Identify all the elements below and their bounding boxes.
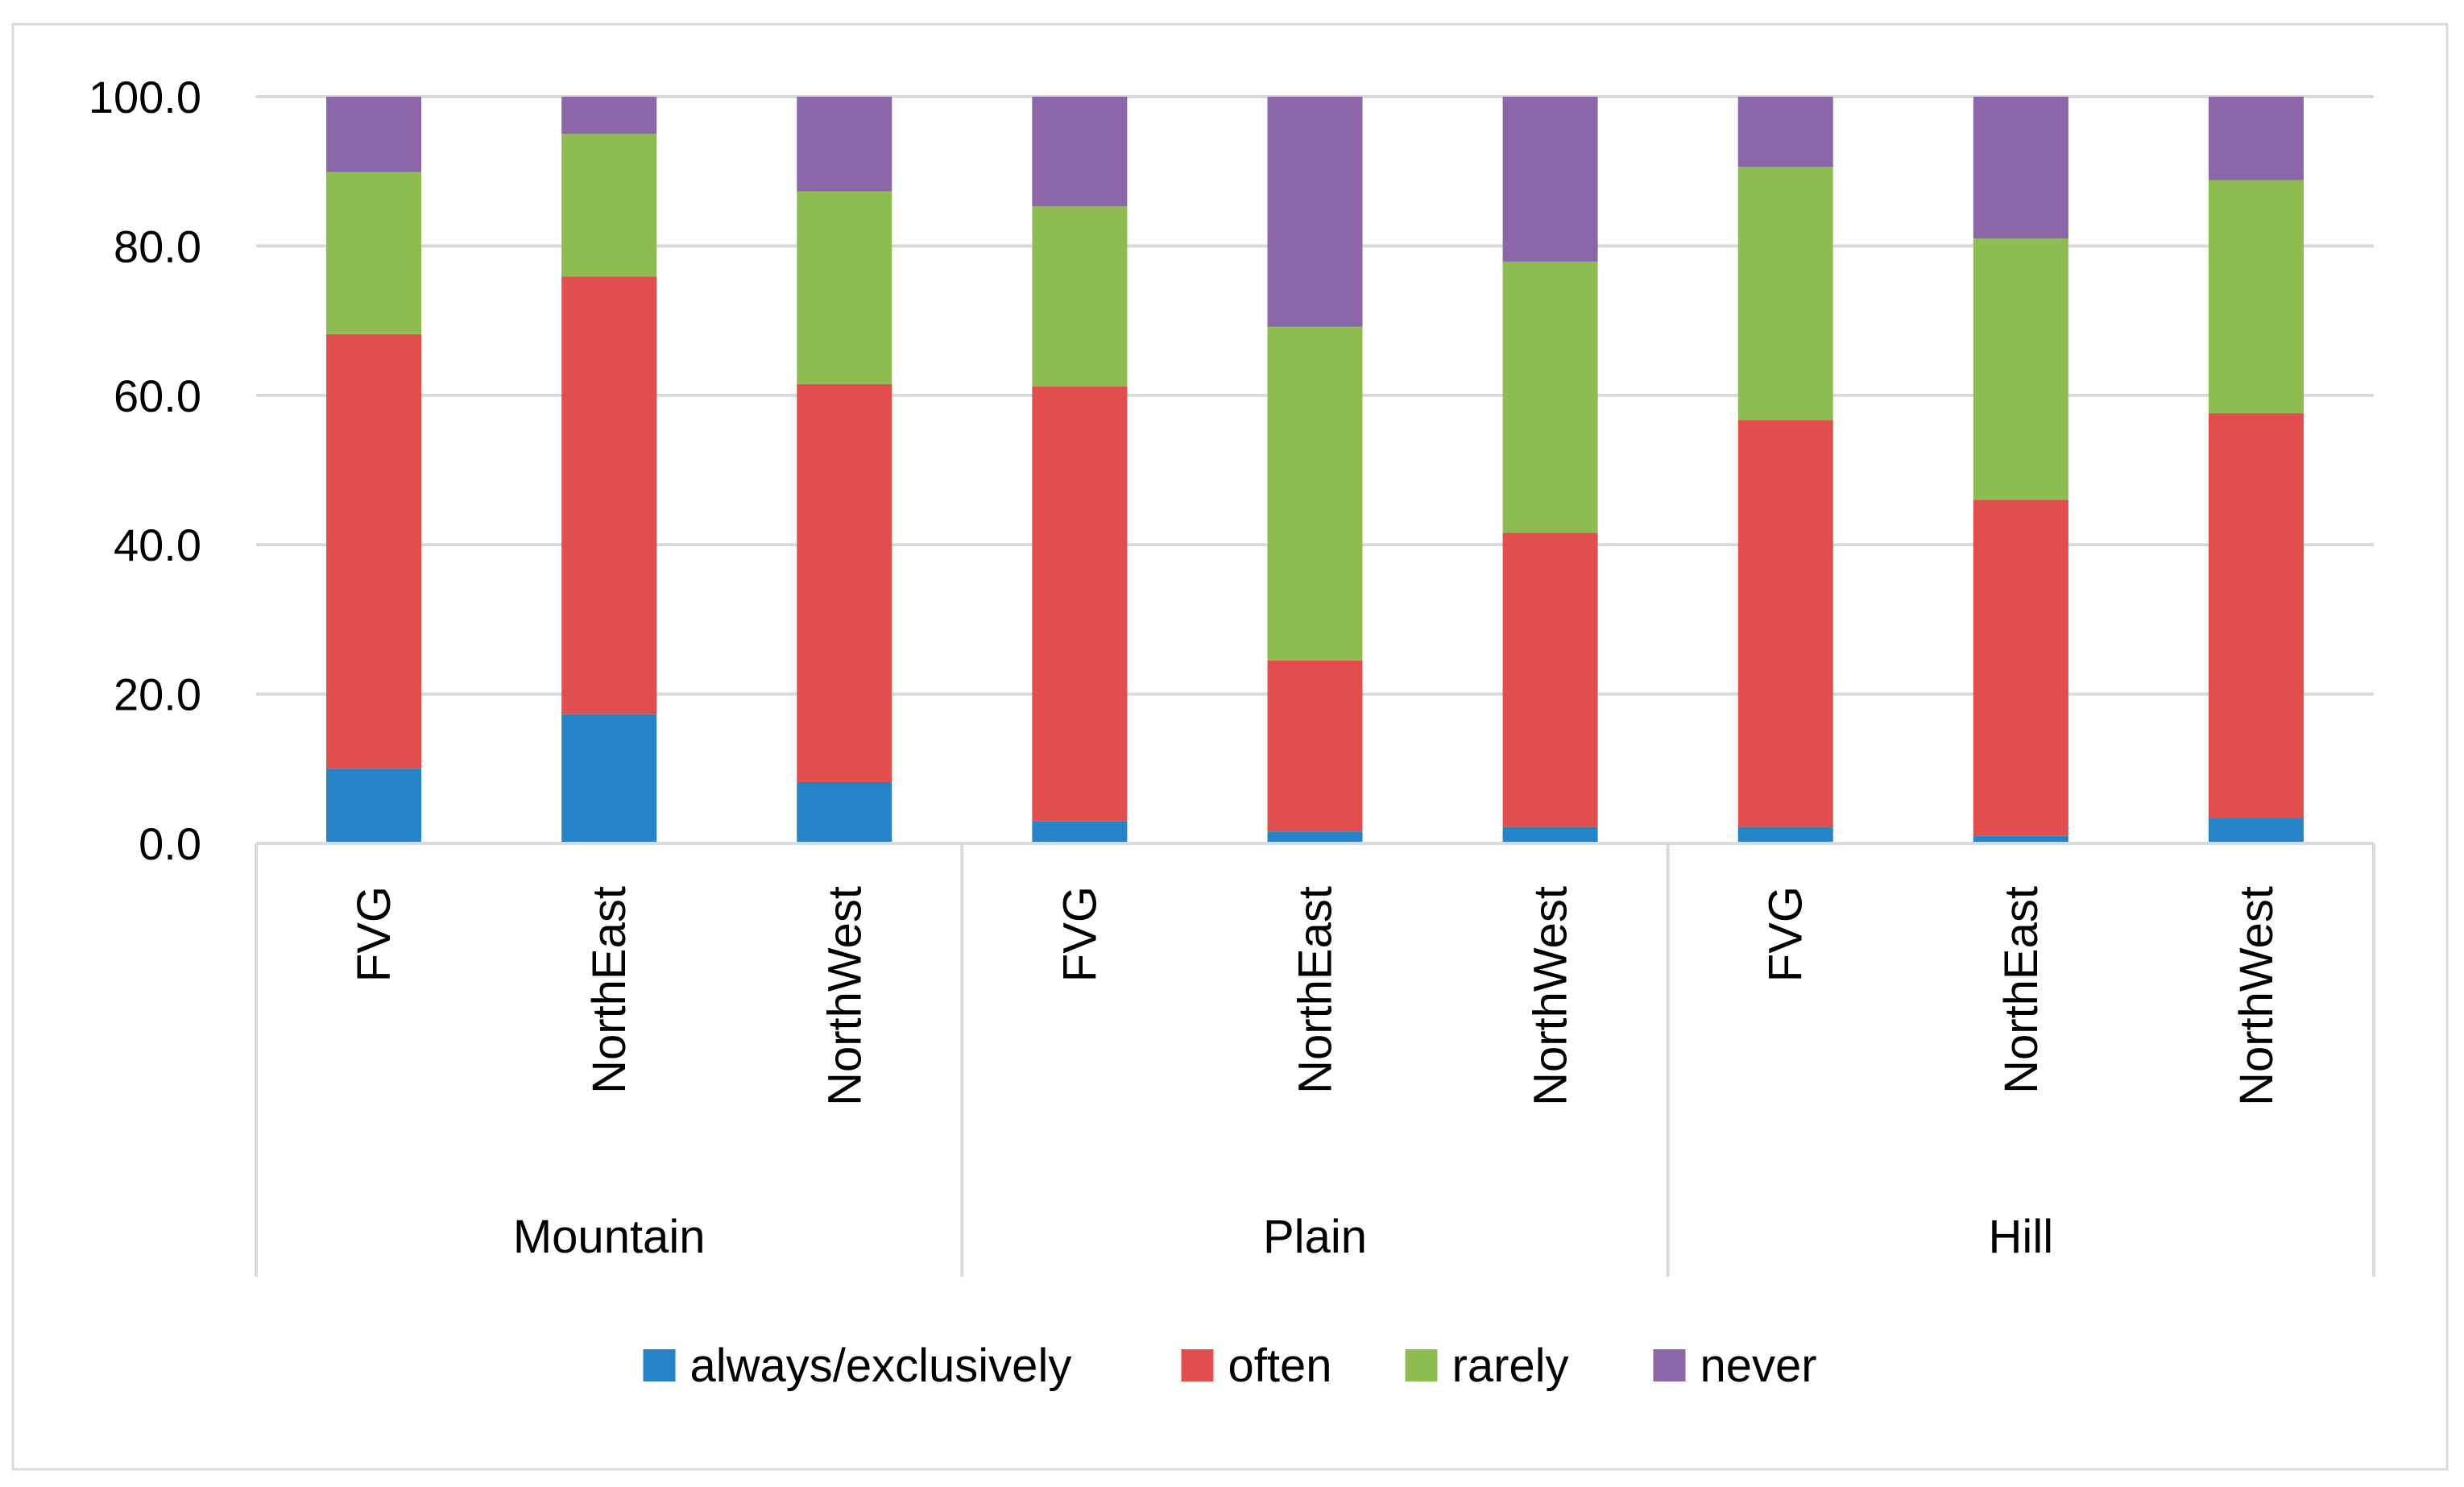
bar-segment-often bbox=[1973, 499, 2069, 836]
bar-segment-often bbox=[1032, 386, 1128, 822]
bar-segment-often bbox=[797, 383, 892, 782]
x-category-label: NorthEast bbox=[1290, 886, 1342, 1094]
axes bbox=[255, 842, 2375, 1277]
bar-segment-often bbox=[2208, 413, 2304, 818]
bar-segment-rarely bbox=[1267, 326, 1363, 661]
bar-segment-always-exclusively bbox=[561, 714, 657, 843]
x-category-label: NorthWest bbox=[818, 886, 871, 1106]
bar-segment-often bbox=[1267, 660, 1363, 832]
x-category-label: FVG bbox=[1054, 886, 1106, 982]
bars bbox=[326, 97, 2304, 843]
x-category-label: NorthWest bbox=[2230, 886, 2283, 1106]
bar-segment-always-exclusively bbox=[797, 781, 892, 843]
x-group-label: Mountain bbox=[513, 1211, 706, 1263]
x-category-label: FVG bbox=[1760, 886, 1812, 982]
bar-segment-always-exclusively bbox=[1737, 826, 1833, 843]
y-tick-label: 60.0 bbox=[114, 371, 201, 421]
y-tick-label: 40.0 bbox=[114, 520, 201, 570]
x-group-label: Plain bbox=[1263, 1211, 1367, 1263]
axis-labels: 0.0 20.0 40.0 60.0 80.0 100.0 FVG NorthEast Nort… bbox=[89, 72, 2283, 1263]
legend-label: rarely bbox=[1452, 1340, 1569, 1392]
bar-segment-rarely bbox=[1032, 206, 1128, 387]
bar-segment-often bbox=[1502, 532, 1598, 827]
legend-swatch bbox=[1405, 1349, 1438, 1381]
bar-segment-never bbox=[1032, 97, 1128, 207]
legend-label: never bbox=[1700, 1340, 1817, 1392]
bar-segment-rarely bbox=[1973, 238, 2069, 500]
x-category-label: NorthEast bbox=[1995, 886, 2048, 1094]
legend-swatch bbox=[1181, 1349, 1214, 1381]
y-tick-label: 80.0 bbox=[114, 221, 201, 271]
x-category-label: FVG bbox=[348, 886, 400, 982]
bar-segment-often bbox=[561, 276, 657, 715]
bar-segment-always-exclusively bbox=[2208, 818, 2304, 843]
bar-segment-always-exclusively bbox=[1032, 821, 1128, 843]
bar-segment-always-exclusively bbox=[326, 768, 422, 843]
x-group-label: Hill bbox=[1989, 1211, 2054, 1263]
bar-segment-rarely bbox=[326, 172, 422, 334]
x-category-label: NorthEast bbox=[583, 886, 636, 1094]
bar-segment-always-exclusively bbox=[1502, 826, 1598, 843]
bar-segment-never bbox=[1502, 97, 1598, 262]
bar-segment-always-exclusively bbox=[1973, 835, 2069, 843]
legend-label: often bbox=[1228, 1340, 1332, 1392]
bar-segment-never bbox=[1973, 97, 2069, 239]
bar-segment-often bbox=[1737, 420, 1833, 827]
bar-segment-rarely bbox=[1737, 167, 1833, 420]
x-category-label: NorthWest bbox=[1525, 886, 1577, 1106]
bar-segment-always-exclusively bbox=[1267, 831, 1363, 843]
legend-swatch bbox=[1653, 1349, 1686, 1381]
legend-label: always/exclusively bbox=[690, 1340, 1072, 1392]
y-tick-label: 100.0 bbox=[89, 72, 201, 122]
bar-segment-rarely bbox=[2208, 180, 2304, 414]
bar-segment-never bbox=[797, 97, 892, 192]
bar-segment-never bbox=[1267, 97, 1363, 327]
legend-swatch bbox=[643, 1349, 676, 1381]
y-tick-label: 0.0 bbox=[139, 818, 201, 869]
y-tick-label: 20.0 bbox=[114, 669, 201, 720]
bar-segment-rarely bbox=[797, 191, 892, 384]
bar-segment-never bbox=[2208, 97, 2304, 180]
bar-segment-never bbox=[561, 97, 657, 135]
legend: always/exclusively often rarely never bbox=[643, 1340, 1817, 1392]
bar-segment-rarely bbox=[1502, 261, 1598, 533]
bar-segment-rarely bbox=[561, 134, 657, 277]
bar-segment-never bbox=[1737, 97, 1833, 168]
bar-segment-never bbox=[326, 97, 422, 172]
bar-segment-often bbox=[326, 333, 422, 769]
